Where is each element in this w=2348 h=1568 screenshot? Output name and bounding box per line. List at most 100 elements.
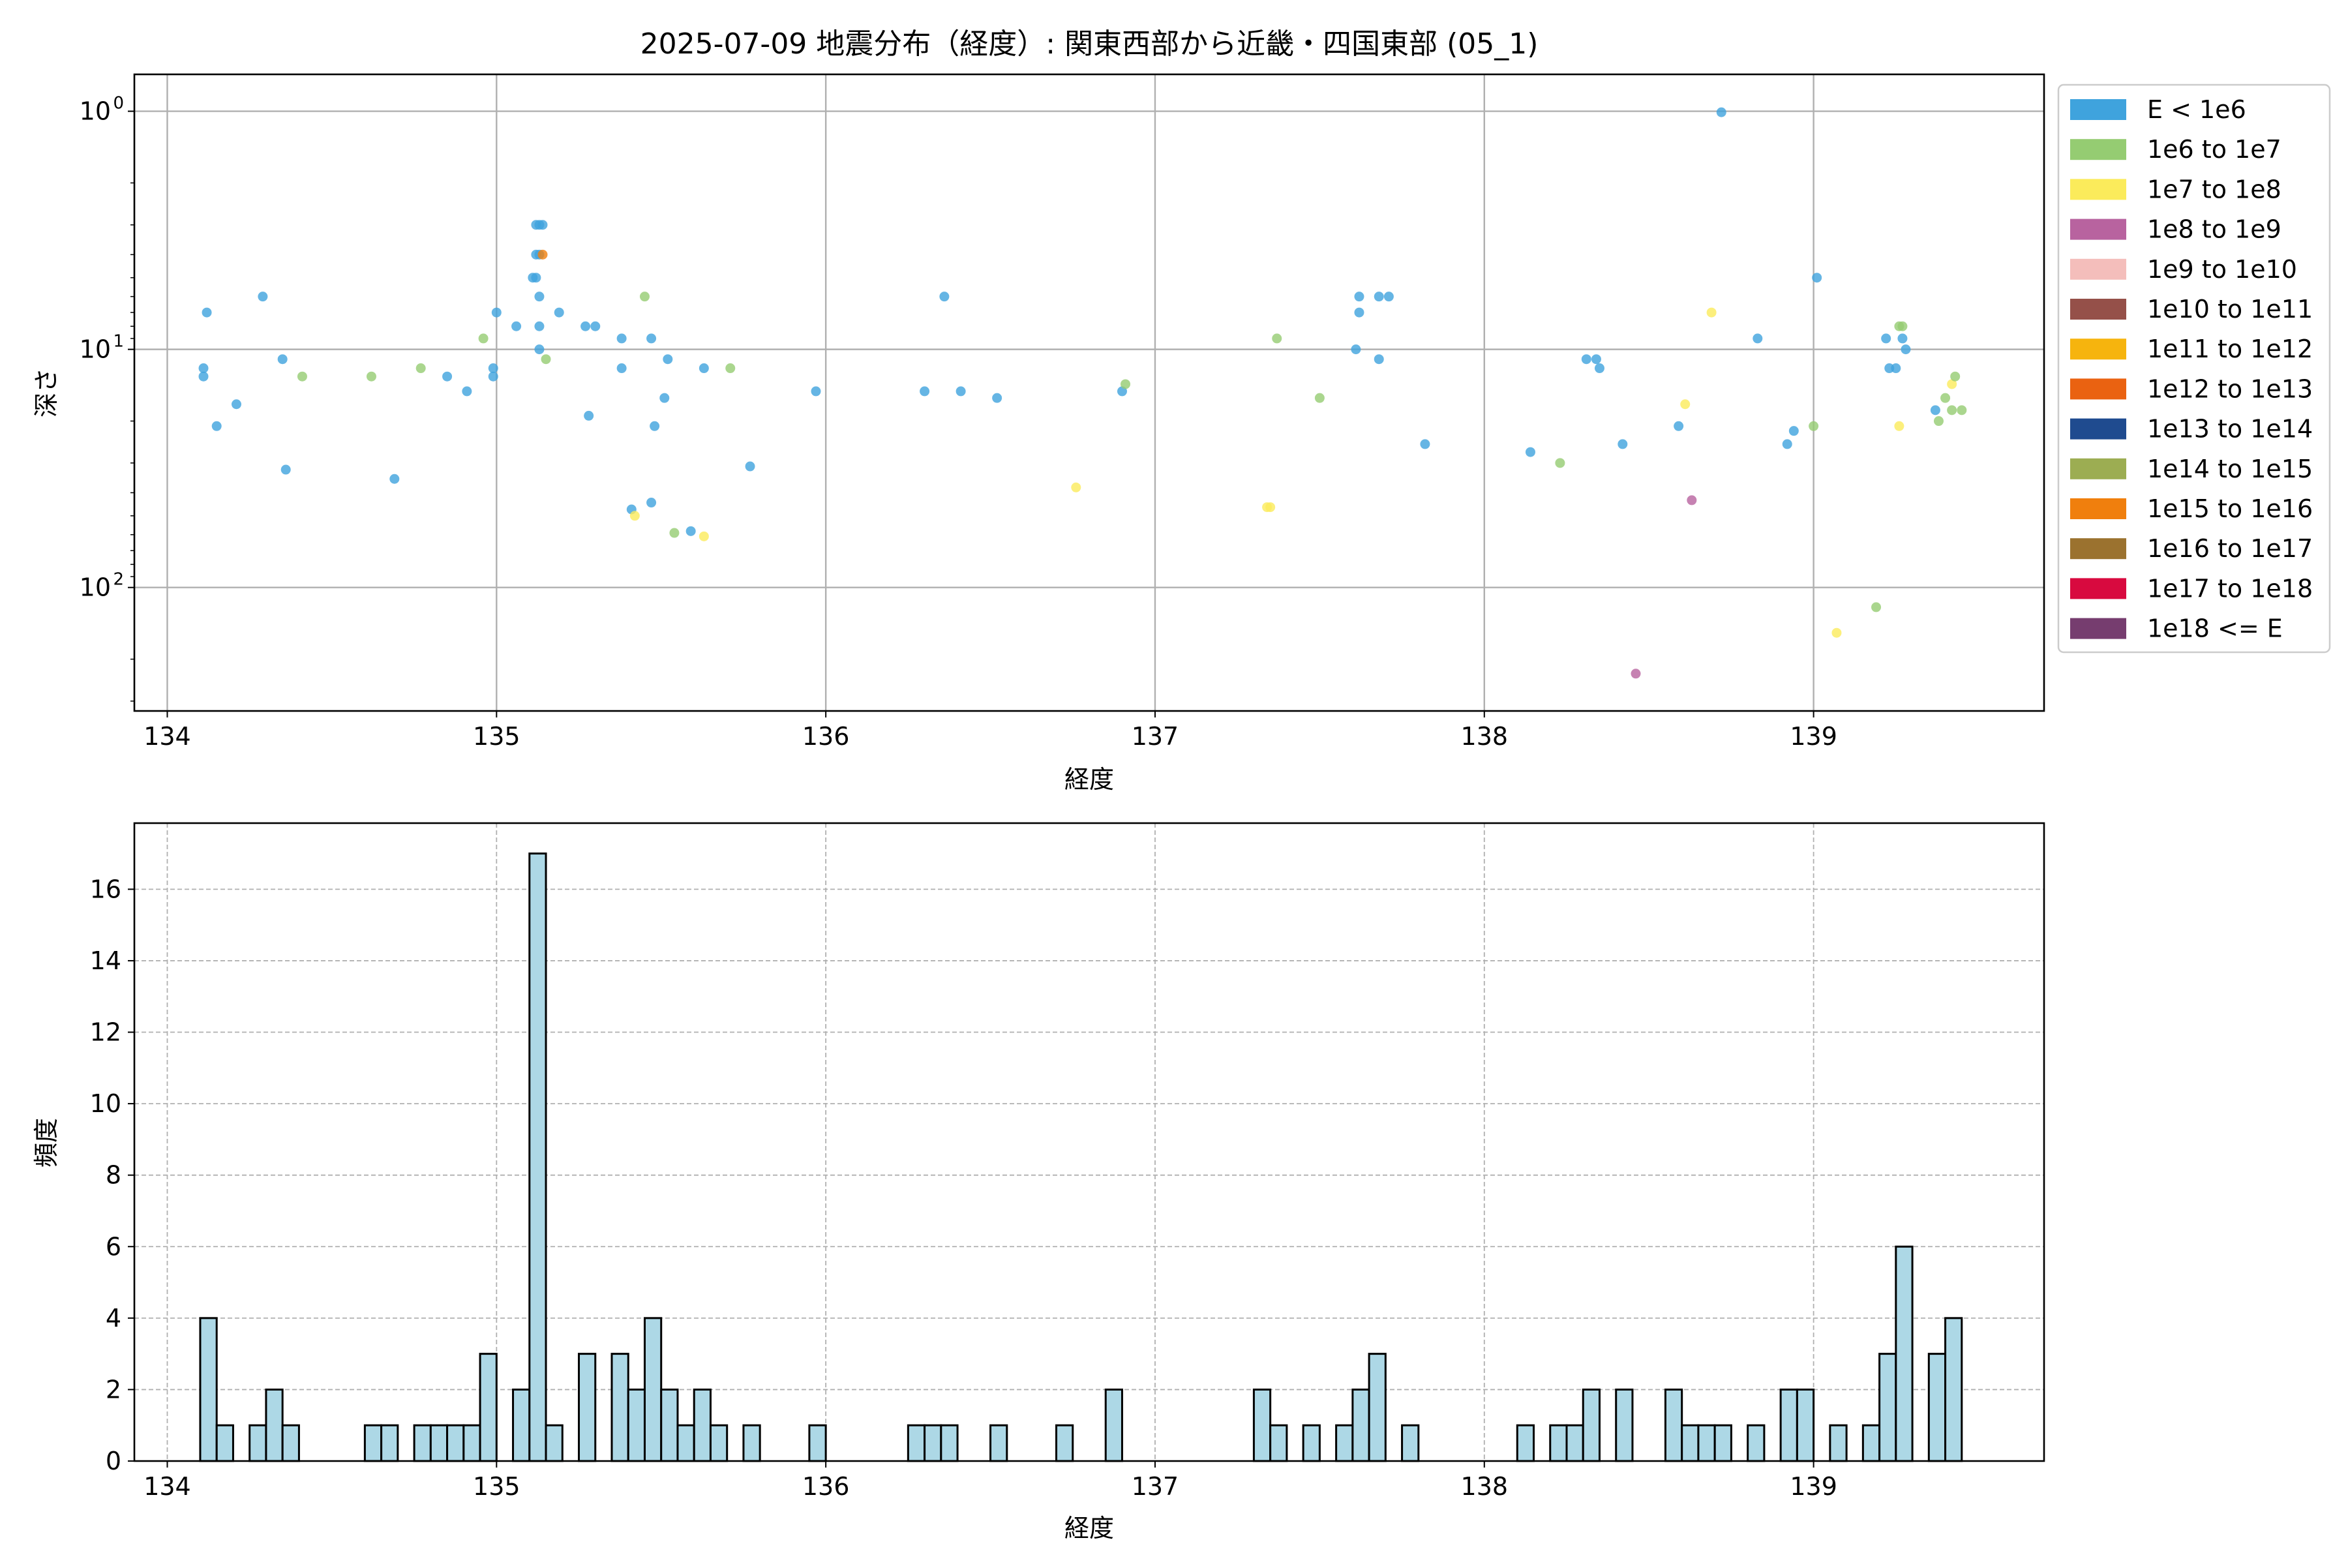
scatter-point <box>541 354 551 365</box>
histogram-bar <box>380 1424 399 1462</box>
scatter-point <box>280 464 291 475</box>
histogram-bar <box>265 1388 284 1462</box>
scatter-point <box>1706 307 1717 318</box>
scatter-x-axis-label: 経度 <box>1064 765 1114 794</box>
chart-title: 2025-07-09 地震分布（経度）: 関東西部から近畿・四国東部 (05_1… <box>640 27 1539 61</box>
scatter-point <box>258 292 268 302</box>
scatter-point <box>537 220 548 230</box>
scatter-point <box>1891 363 1901 374</box>
legend-entries: E < 1e6 1e6 to 1e7 1e7 to 1e8 1e8 to 1e9 1e9… <box>2070 95 2313 643</box>
scatter-point <box>1631 669 1641 679</box>
histogram-bar <box>1055 1424 1074 1462</box>
scatter-point <box>491 307 502 318</box>
legend-label: 1e12 to 1e13 <box>2147 374 2313 403</box>
scatter-point <box>366 371 376 382</box>
histogram-bar <box>1927 1353 1947 1462</box>
scatter-point <box>415 363 426 374</box>
histogram-bar <box>660 1388 679 1462</box>
scatter-point <box>297 371 307 382</box>
scatter-ytick-exponent: 2 <box>113 570 124 590</box>
scatter-point <box>1618 439 1628 449</box>
legend-swatch <box>2070 139 2126 160</box>
scatter-point <box>811 386 821 397</box>
histogram-ytick-label: 14 <box>90 946 121 975</box>
legend-swatch <box>2070 99 2126 120</box>
histogram-bar <box>1549 1424 1568 1462</box>
histogram-bar <box>676 1424 695 1462</box>
scatter-plot-frame <box>133 73 2045 712</box>
scatter-point <box>1782 439 1792 449</box>
histogram-bar <box>462 1424 481 1462</box>
scatter-point <box>531 273 541 283</box>
histogram-bar <box>907 1424 926 1462</box>
legend-label: 1e6 to 1e7 <box>2147 135 2281 164</box>
scatter-point <box>699 363 709 374</box>
scatter-point <box>1525 447 1535 457</box>
histogram-bar <box>1269 1424 1288 1462</box>
legend-label: 1e18 <= E <box>2147 614 2283 643</box>
histogram-bar <box>924 1424 942 1462</box>
histogram-bar <box>479 1353 498 1462</box>
legend-swatch <box>2070 578 2126 599</box>
histogram-bar <box>1368 1353 1387 1462</box>
legend-label: E < 1e6 <box>2147 95 2246 124</box>
histogram-bar <box>512 1388 531 1462</box>
scatter-point <box>1354 292 1364 302</box>
scatter-point <box>1265 502 1276 513</box>
scatter-point <box>462 386 472 397</box>
histogram-y-axis-label: 頻度 <box>32 1118 61 1168</box>
histogram-bar <box>1104 1388 1123 1462</box>
scatter-point <box>1812 273 1822 283</box>
legend-label: 1e16 to 1e17 <box>2147 534 2313 563</box>
legend-swatch <box>2070 418 2126 440</box>
scatter-point <box>590 321 601 331</box>
scatter-point <box>1680 399 1691 410</box>
legend-swatch <box>2070 538 2126 560</box>
scatter-point <box>198 363 209 374</box>
scatter-point <box>1871 602 1882 612</box>
histogram-xtick-label: 138 <box>1461 1472 1509 1501</box>
histogram-bar <box>528 852 547 1462</box>
legend-swatch <box>2070 458 2126 479</box>
scatter-point <box>1950 371 1961 382</box>
scatter-point <box>725 363 736 374</box>
histogram-y-ticks: 0 2 4 6 8 10 12 14 16 <box>90 875 134 1475</box>
scatter-point <box>1314 393 1325 403</box>
scatter-point <box>1897 333 1908 344</box>
scatter-point <box>534 292 545 302</box>
histogram-bar <box>1878 1353 1897 1462</box>
histogram-bar <box>1401 1424 1420 1462</box>
histogram-ytick-label: 10 <box>90 1089 121 1118</box>
scatter-point <box>1687 495 1697 505</box>
scatter-point <box>1581 354 1591 365</box>
scatter-point <box>537 249 548 260</box>
legend-box <box>2057 83 2331 654</box>
scatter-point <box>478 333 489 344</box>
scatter-point <box>745 461 755 472</box>
scatter-xtick-label: 135 <box>473 722 520 751</box>
scatter-point <box>1594 363 1604 374</box>
histogram-bar <box>989 1424 1008 1462</box>
histogram-bar <box>1697 1424 1716 1462</box>
scatter-point <box>1894 421 1904 431</box>
histogram-xtick-label: 136 <box>802 1472 850 1501</box>
scatter-point <box>1957 405 1967 415</box>
scatter-point <box>1716 107 1726 117</box>
scatter-point <box>511 321 522 331</box>
histogram-x-axis-label: 経度 <box>1064 1514 1114 1543</box>
scatter-point <box>992 393 1002 403</box>
legend-label: 1e8 to 1e9 <box>2147 215 2281 244</box>
scatter-point <box>584 410 594 421</box>
histogram-bar <box>1351 1388 1370 1462</box>
legend-swatch <box>2070 378 2126 400</box>
scatter-point <box>650 421 660 431</box>
histogram-bar <box>248 1424 267 1462</box>
scatter-point <box>488 363 498 374</box>
scatter-point <box>1901 344 1911 355</box>
histogram-bar <box>281 1424 300 1462</box>
scatter-point <box>211 421 222 431</box>
histogram-bar <box>643 1317 663 1462</box>
histogram-xtick-label: 139 <box>1790 1472 1837 1501</box>
scatter-point <box>1374 354 1384 365</box>
